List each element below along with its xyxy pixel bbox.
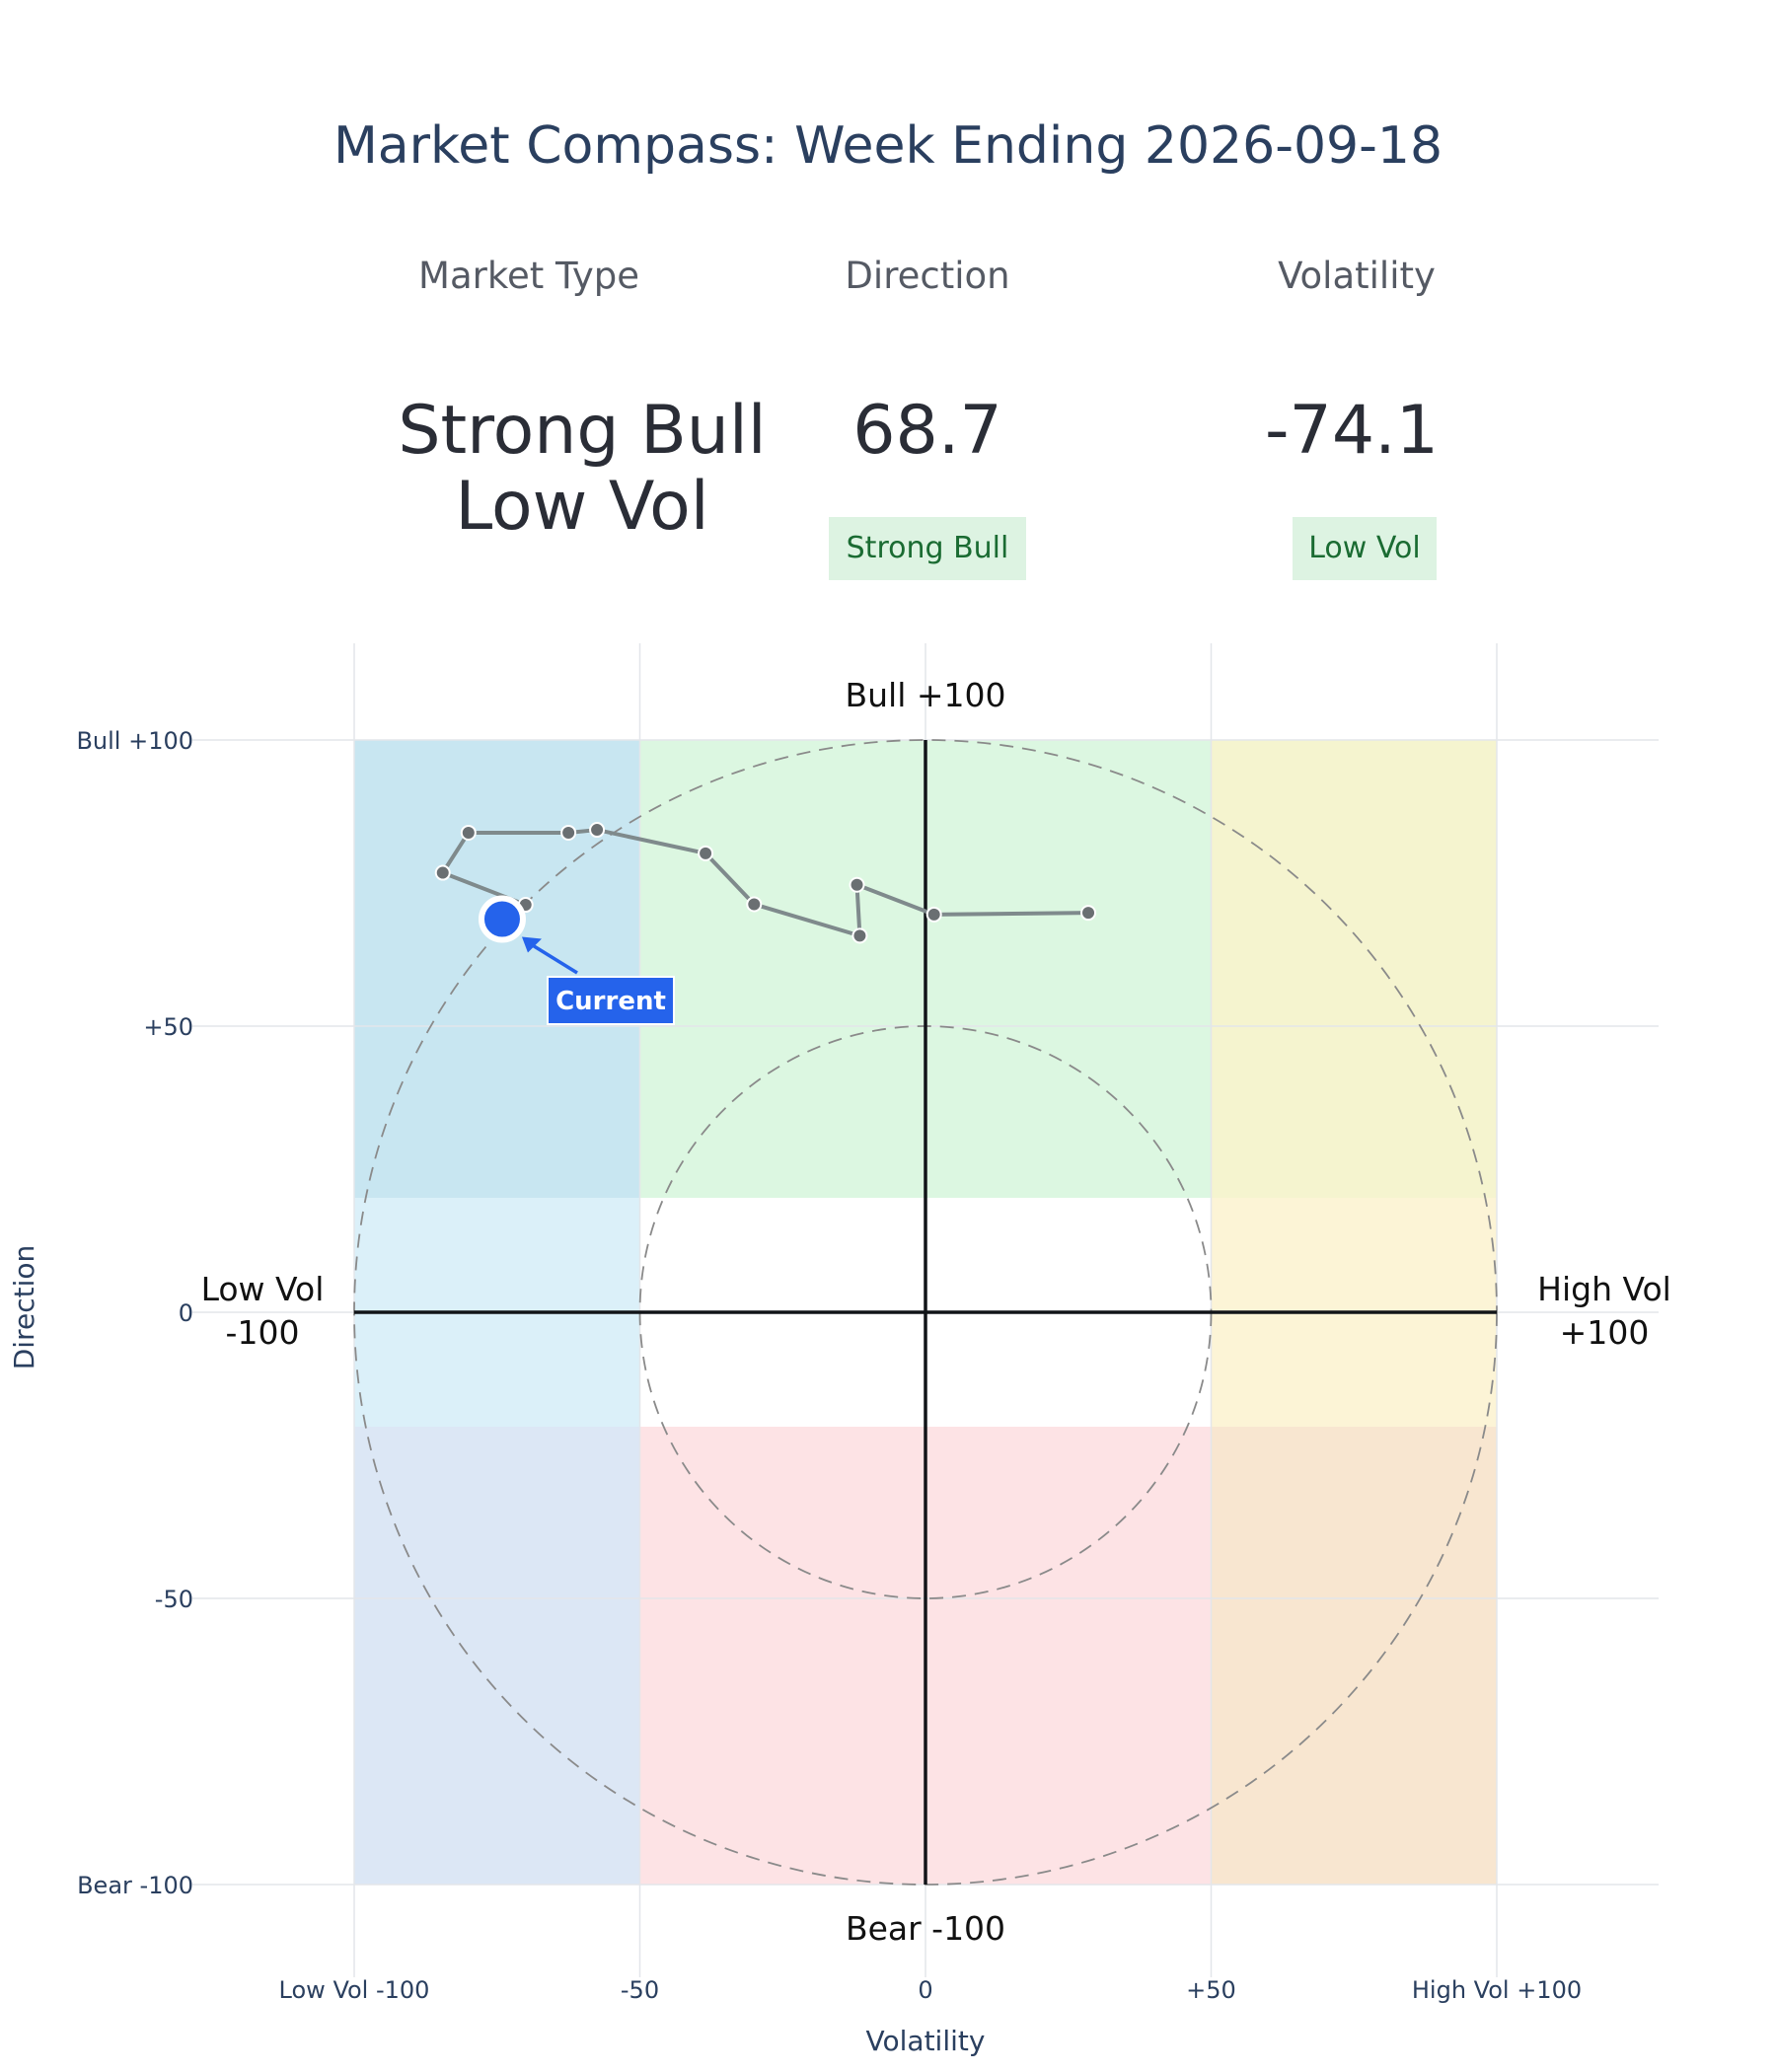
zone-rect bbox=[354, 740, 640, 1198]
x-tick-label: -50 bbox=[621, 1976, 659, 2004]
zone-rect bbox=[1211, 1427, 1497, 1885]
trail-point bbox=[589, 822, 606, 839]
y-axis-title: Direction bbox=[8, 1245, 40, 1370]
trail-point bbox=[851, 927, 868, 944]
zone-rect bbox=[1211, 740, 1497, 1198]
y-tick-label: -50 bbox=[155, 1586, 193, 1613]
axis-end-label-top: Bull +100 bbox=[845, 676, 1005, 714]
trail-point bbox=[698, 845, 714, 861]
y-tick-label: Bear -100 bbox=[77, 1872, 193, 1899]
volatility-badge: Low Vol bbox=[1293, 517, 1437, 580]
y-tick-label: +50 bbox=[143, 1013, 193, 1041]
trail-point bbox=[925, 906, 942, 923]
current-label-box bbox=[547, 976, 675, 1025]
x-tick-label: +50 bbox=[1186, 1976, 1236, 2004]
axis-end-label-left: Low Vol bbox=[201, 1270, 325, 1308]
y-tick-label: Bull +100 bbox=[76, 727, 193, 755]
volatility-value: -74.1 bbox=[1265, 392, 1439, 470]
trail-point bbox=[746, 896, 763, 913]
x-tick-label: High Vol +100 bbox=[1412, 1976, 1582, 2004]
axis-end-label-left-value: -100 bbox=[226, 1313, 300, 1352]
direction-label: Direction bbox=[845, 255, 1010, 297]
trail-point bbox=[1080, 905, 1097, 922]
market-type-value-line1: Strong Bull bbox=[398, 392, 767, 470]
axis-end-label-bottom: Bear -100 bbox=[846, 1909, 1005, 1948]
current-arrow-line bbox=[526, 940, 578, 975]
trail-point bbox=[460, 824, 477, 841]
market-type-value-line2: Low Vol bbox=[455, 468, 709, 546]
y-tick-label: 0 bbox=[179, 1299, 193, 1327]
axis-end-label-right-value: +100 bbox=[1560, 1313, 1650, 1352]
x-tick-label: Low Vol -100 bbox=[279, 1976, 430, 2004]
current-label: Current bbox=[555, 987, 666, 1016]
x-axis-title: Volatility bbox=[866, 2025, 986, 2057]
market-type-label: Market Type bbox=[418, 255, 639, 297]
trail-point bbox=[849, 876, 865, 893]
x-tick-label: 0 bbox=[918, 1976, 932, 2004]
chart-title: Market Compass: Week Ending 2026-09-18 bbox=[333, 116, 1443, 176]
current-arrow-head bbox=[521, 936, 542, 953]
current-point bbox=[478, 895, 526, 943]
trail-point bbox=[560, 824, 577, 841]
trail-point bbox=[434, 864, 451, 881]
volatility-label: Volatility bbox=[1278, 255, 1436, 297]
axis-end-label-right: High Vol bbox=[1537, 1270, 1671, 1308]
zone-rect bbox=[354, 1427, 640, 1885]
direction-value: 68.7 bbox=[852, 392, 1002, 470]
direction-badge: Strong Bull bbox=[829, 517, 1026, 580]
trail-line bbox=[440, 828, 1089, 938]
